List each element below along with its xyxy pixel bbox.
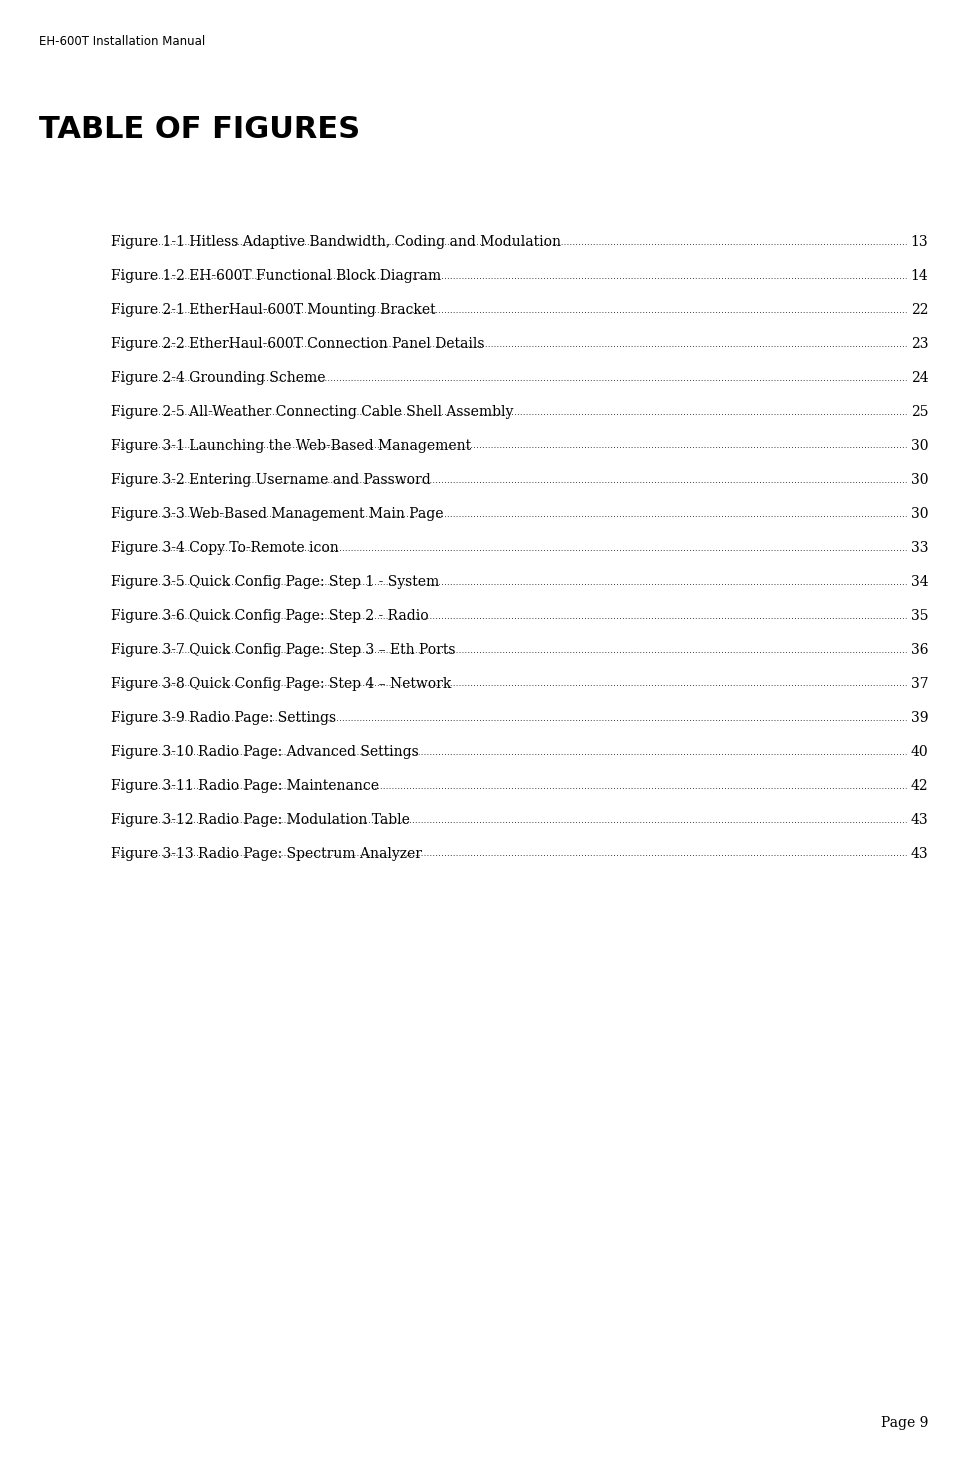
Text: 37: 37: [910, 677, 927, 691]
Text: Figure 1-1 Hitless Adaptive Bandwidth, Coding and Modulation: Figure 1-1 Hitless Adaptive Bandwidth, C…: [111, 234, 560, 249]
Text: 22: 22: [910, 303, 927, 316]
Text: Page 9: Page 9: [880, 1417, 927, 1430]
Text: 23: 23: [910, 337, 927, 352]
Text: Figure 3-11 Radio Page: Maintenance: Figure 3-11 Radio Page: Maintenance: [111, 779, 379, 793]
Text: 35: 35: [910, 609, 927, 623]
Text: Figure 1-2 EH-600T Functional Block Diagram: Figure 1-2 EH-600T Functional Block Diag…: [111, 270, 440, 283]
Text: Figure 2-5 All-Weather Connecting Cable Shell Assembly: Figure 2-5 All-Weather Connecting Cable …: [111, 404, 512, 419]
Text: 30: 30: [910, 440, 927, 453]
Text: 40: 40: [910, 746, 927, 759]
Text: 30: 30: [910, 507, 927, 522]
Text: Figure 3-9 Radio Page: Settings: Figure 3-9 Radio Page: Settings: [111, 711, 335, 725]
Text: 24: 24: [910, 371, 927, 385]
Text: 36: 36: [910, 643, 927, 656]
Text: Figure 3-13 Radio Page: Spectrum Analyzer: Figure 3-13 Radio Page: Spectrum Analyze…: [111, 847, 421, 861]
Text: Figure 3-2 Entering Username and Password: Figure 3-2 Entering Username and Passwor…: [111, 473, 430, 486]
Text: Figure 3-7 Quick Config Page: Step 3 – Eth Ports: Figure 3-7 Quick Config Page: Step 3 – E…: [111, 643, 455, 656]
Text: Figure 3-12 Radio Page: Modulation Table: Figure 3-12 Radio Page: Modulation Table: [111, 813, 409, 828]
Text: 33: 33: [910, 541, 927, 555]
Text: Figure 3-10 Radio Page: Advanced Settings: Figure 3-10 Radio Page: Advanced Setting…: [111, 746, 418, 759]
Text: 43: 43: [910, 813, 927, 828]
Text: Figure 3-6 Quick Config Page: Step 2 - Radio: Figure 3-6 Quick Config Page: Step 2 - R…: [111, 609, 428, 623]
Text: Figure 3-5 Quick Config Page: Step 1 - System: Figure 3-5 Quick Config Page: Step 1 - S…: [111, 574, 438, 589]
Text: 42: 42: [910, 779, 927, 793]
Text: 25: 25: [910, 404, 927, 419]
Text: Figure 2-2 EtherHaul-600T Connection Panel Details: Figure 2-2 EtherHaul-600T Connection Pan…: [111, 337, 483, 352]
Text: TABLE OF FIGURES: TABLE OF FIGURES: [38, 114, 359, 144]
Text: 30: 30: [910, 473, 927, 486]
Text: 13: 13: [910, 234, 927, 249]
Text: 39: 39: [910, 711, 927, 725]
Text: Figure 2-1 EtherHaul-600T Mounting Bracket: Figure 2-1 EtherHaul-600T Mounting Brack…: [111, 303, 434, 316]
Text: 14: 14: [910, 270, 927, 283]
Text: Figure 2-4 Grounding Scheme: Figure 2-4 Grounding Scheme: [111, 371, 325, 385]
Text: Figure 3-3 Web-Based Management Main Page: Figure 3-3 Web-Based Management Main Pag…: [111, 507, 443, 522]
Text: 43: 43: [910, 847, 927, 861]
Text: EH-600T Installation Manual: EH-600T Installation Manual: [38, 35, 205, 48]
Text: Figure 3-8 Quick Config Page: Step 4 – Network: Figure 3-8 Quick Config Page: Step 4 – N…: [111, 677, 451, 691]
Text: 34: 34: [910, 574, 927, 589]
Text: Figure 3-4 Copy To-Remote icon: Figure 3-4 Copy To-Remote icon: [111, 541, 338, 555]
Text: Figure 3-1 Launching the Web-Based Management: Figure 3-1 Launching the Web-Based Manag…: [111, 440, 470, 453]
